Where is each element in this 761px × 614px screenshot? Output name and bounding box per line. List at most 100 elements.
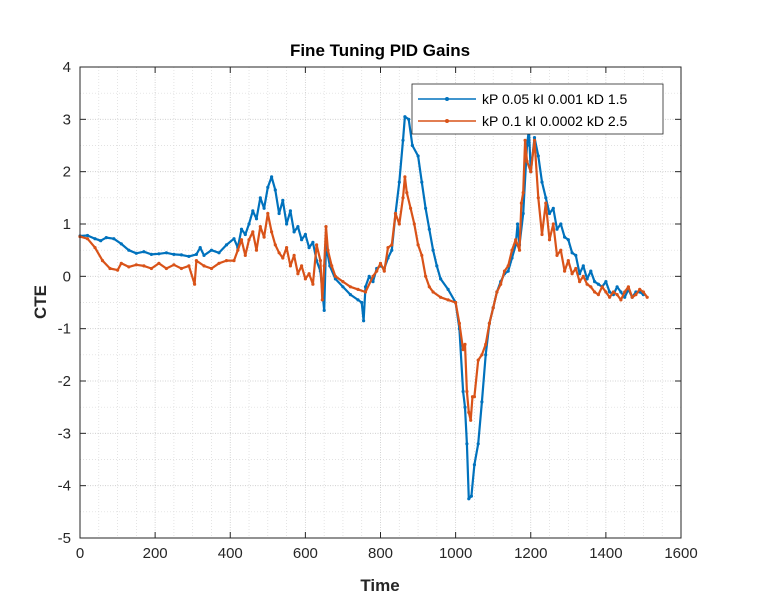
y-tick-label: 0 bbox=[63, 268, 71, 285]
data-point bbox=[619, 298, 623, 302]
data-point bbox=[397, 180, 401, 184]
data-point bbox=[270, 175, 274, 179]
data-point bbox=[209, 248, 214, 252]
data-point bbox=[100, 259, 105, 263]
data-point bbox=[600, 285, 604, 289]
data-point bbox=[362, 319, 366, 323]
data-point bbox=[194, 252, 198, 256]
data-point bbox=[439, 277, 443, 281]
legend-entry-series-2: kP 0.1 kI 0.0002 kD 2.5 bbox=[418, 113, 627, 129]
data-point bbox=[318, 259, 322, 263]
data-point bbox=[412, 222, 416, 226]
data-point bbox=[116, 268, 120, 272]
data-point bbox=[427, 285, 431, 289]
data-point bbox=[157, 261, 161, 265]
data-point bbox=[288, 264, 292, 268]
data-point bbox=[93, 237, 97, 241]
data-point bbox=[439, 295, 443, 299]
data-point bbox=[239, 238, 244, 242]
data-point bbox=[420, 253, 424, 257]
data-point bbox=[273, 243, 277, 247]
x-tick-label: 1000 bbox=[439, 545, 472, 562]
data-point bbox=[424, 206, 428, 210]
series-2 bbox=[78, 138, 649, 422]
data-point bbox=[217, 251, 221, 255]
data-point bbox=[401, 138, 405, 142]
data-point bbox=[529, 170, 533, 174]
data-point bbox=[457, 321, 461, 325]
data-point bbox=[142, 264, 146, 268]
data-point bbox=[149, 252, 153, 256]
data-point bbox=[243, 253, 247, 257]
data-point bbox=[239, 227, 244, 231]
data-point bbox=[585, 282, 589, 286]
data-point bbox=[300, 264, 304, 268]
data-point bbox=[581, 264, 585, 268]
data-point bbox=[638, 287, 642, 291]
data-point bbox=[596, 293, 601, 297]
data-point bbox=[93, 246, 97, 250]
data-point bbox=[324, 225, 328, 229]
data-point bbox=[472, 463, 476, 467]
data-point bbox=[292, 230, 296, 234]
data-point bbox=[563, 235, 567, 239]
data-point bbox=[521, 211, 525, 216]
data-point bbox=[604, 280, 608, 284]
x-tick-label: 800 bbox=[368, 545, 393, 562]
x-tick-label: 1200 bbox=[514, 545, 547, 562]
data-point bbox=[258, 196, 262, 200]
data-point bbox=[495, 290, 499, 294]
data-point bbox=[172, 263, 176, 267]
data-point bbox=[322, 264, 326, 268]
data-point bbox=[330, 264, 334, 268]
data-point bbox=[551, 222, 555, 226]
y-tick-label: -5 bbox=[58, 530, 71, 547]
data-point bbox=[532, 136, 537, 140]
data-point bbox=[254, 217, 259, 221]
data-point bbox=[536, 154, 540, 158]
data-point bbox=[578, 280, 582, 284]
data-point bbox=[472, 395, 476, 399]
data-point bbox=[570, 251, 574, 255]
data-point bbox=[363, 290, 368, 294]
series-1 bbox=[78, 115, 646, 501]
x-tick-label: 1600 bbox=[664, 545, 697, 562]
data-point bbox=[517, 248, 522, 252]
data-point bbox=[463, 342, 467, 346]
data-point bbox=[420, 180, 424, 184]
data-point bbox=[315, 243, 319, 247]
data-point bbox=[499, 282, 503, 286]
data-point bbox=[626, 285, 631, 289]
data-point bbox=[608, 295, 612, 299]
data-point bbox=[623, 295, 627, 299]
data-point bbox=[285, 222, 289, 226]
x-tick-label: 200 bbox=[143, 545, 168, 562]
data-point bbox=[127, 248, 131, 252]
data-point bbox=[532, 138, 537, 142]
data-point bbox=[296, 272, 300, 276]
data-point bbox=[119, 261, 123, 265]
data-point bbox=[540, 180, 544, 184]
x-axis-label: Time bbox=[360, 576, 399, 595]
data-point bbox=[407, 117, 411, 121]
data-point bbox=[559, 222, 563, 226]
data-point bbox=[224, 259, 229, 263]
data-point bbox=[416, 243, 420, 247]
data-point bbox=[630, 295, 634, 299]
data-point bbox=[521, 191, 525, 195]
data-point bbox=[179, 266, 183, 271]
legend-marker-series-1 bbox=[445, 97, 449, 101]
data-point bbox=[193, 282, 197, 286]
data-point bbox=[232, 237, 236, 241]
series-layer bbox=[78, 115, 649, 501]
data-point bbox=[341, 285, 345, 289]
y-tick-label: 2 bbox=[63, 164, 71, 181]
data-point bbox=[187, 254, 191, 258]
data-point bbox=[108, 266, 112, 271]
data-point bbox=[566, 259, 570, 263]
data-point bbox=[589, 269, 593, 273]
data-point bbox=[469, 494, 473, 498]
data-point bbox=[285, 246, 289, 250]
data-point bbox=[506, 264, 510, 268]
data-point bbox=[403, 175, 407, 179]
